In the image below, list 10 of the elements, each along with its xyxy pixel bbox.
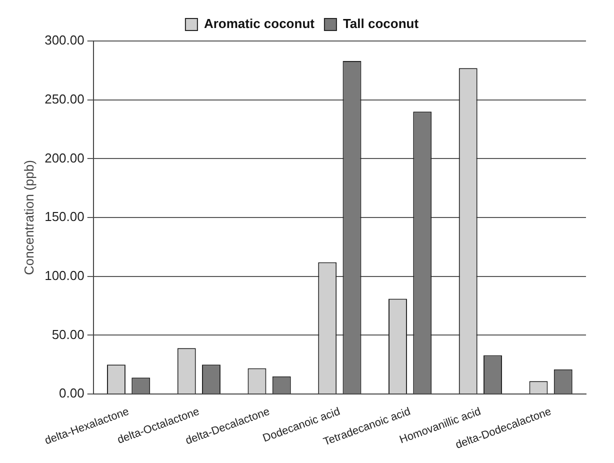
y-tick-label: 300.00 (44, 32, 84, 48)
y-axis-title: Concentration (ppb) (21, 160, 36, 275)
y-tick-label: 0.00 (59, 386, 84, 401)
y-tick-label: 250.00 (44, 91, 84, 106)
legend-label: Aromatic coconut (204, 16, 316, 32)
y-tick-label: 100.00 (44, 268, 84, 283)
legend-label: Tall coconut (342, 16, 420, 32)
y-tick-label: 200.00 (44, 150, 84, 166)
y-tick-label: 150.00 (44, 209, 84, 224)
y-tick-label: 50.00 (52, 326, 84, 342)
